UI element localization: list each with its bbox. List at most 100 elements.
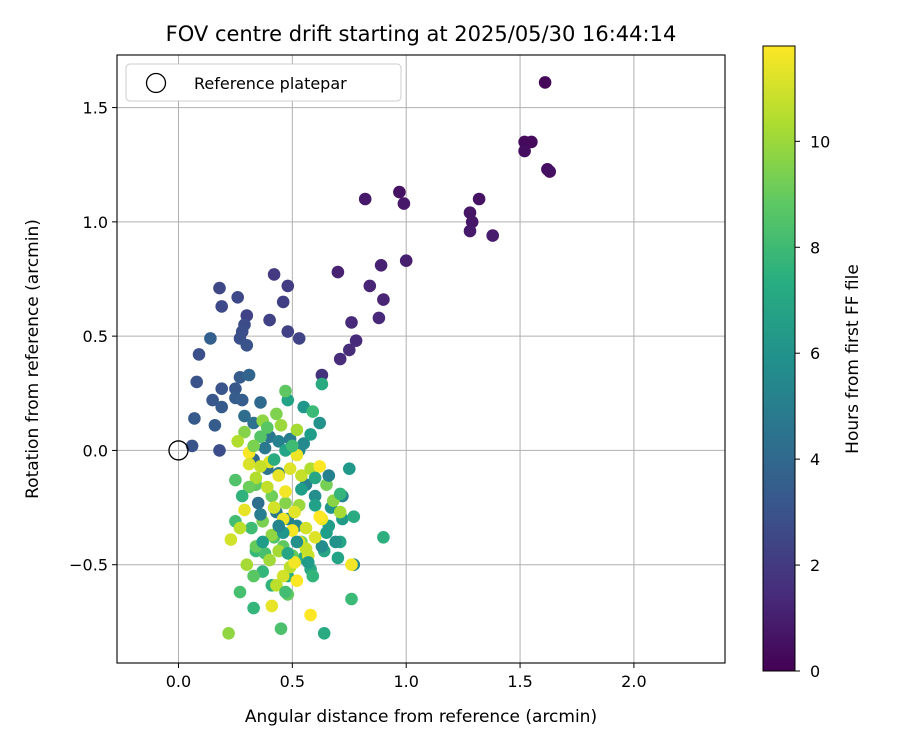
data-point: [272, 519, 286, 533]
data-point: [315, 368, 329, 382]
data-point: [242, 368, 256, 382]
data-point: [267, 501, 281, 514]
data-point: [290, 535, 304, 549]
data-point: [463, 224, 477, 238]
legend-label-reference: Reference platepar: [194, 74, 347, 93]
data-point: [279, 496, 292, 510]
data-point: [313, 416, 327, 430]
y-tick-label: 0.0: [83, 441, 108, 460]
data-point: [222, 627, 235, 640]
data-point: [261, 480, 274, 494]
data-point: [329, 535, 342, 549]
data-point: [235, 393, 249, 407]
data-point: [272, 469, 286, 482]
data-point: [270, 407, 283, 421]
data-point: [231, 435, 244, 448]
data-point: [333, 505, 347, 519]
y-axis-ticks: −0.5 0.0 0.5 1.0 1.5: [69, 99, 117, 575]
data-point: [322, 469, 336, 482]
data-point: [231, 291, 244, 304]
data-point: [288, 556, 301, 569]
y-tick-label: −0.5: [69, 556, 108, 575]
data-point: [345, 558, 358, 571]
colorbar: 0 2 4 6 8 10 Hours from first FF file: [762, 45, 863, 681]
data-point: [317, 627, 331, 640]
data-point: [290, 574, 304, 587]
data-point: [393, 185, 406, 199]
data-point: [349, 334, 363, 348]
data-point: [215, 400, 228, 414]
data-point: [229, 382, 242, 396]
colorbar-tick-label: 6: [810, 344, 820, 363]
data-point: [397, 197, 411, 210]
data-point: [242, 457, 256, 471]
data-point: [261, 421, 274, 434]
data-point: [304, 608, 317, 622]
data-point: [538, 76, 552, 89]
data-point: [358, 192, 372, 206]
colorbar-label: Hours from first FF file: [843, 264, 863, 454]
data-point: [238, 409, 251, 423]
y-tick-label: 1.0: [83, 213, 108, 232]
data-point: [208, 419, 222, 432]
data-point: [288, 505, 301, 519]
data-point: [333, 352, 347, 366]
reference-platepar-point: [168, 440, 189, 461]
data-point: [272, 435, 286, 448]
data-point: [304, 428, 317, 441]
legend-box: [125, 63, 402, 102]
data-point: [254, 508, 267, 521]
data-point: [254, 396, 267, 409]
reference-marker: [168, 440, 189, 461]
data-point: [343, 343, 356, 357]
data-point: [238, 503, 251, 517]
data-point: [345, 316, 358, 329]
data-point: [543, 165, 556, 178]
chart-title: FOV centre drift starting at 2025/05/30 …: [166, 22, 677, 46]
data-point: [331, 265, 345, 279]
data-point: [279, 585, 292, 599]
colorbar-tick-label: 4: [810, 450, 820, 469]
data-point: [279, 485, 292, 498]
data-point: [206, 393, 219, 407]
data-point: [308, 489, 322, 503]
data-point: [276, 295, 290, 309]
data-point: [347, 510, 361, 523]
data-point: [254, 430, 267, 444]
legend-marker-reference: [145, 72, 167, 94]
data-point: [238, 425, 251, 439]
data-point: [399, 254, 413, 267]
y-axis-label: Rotation from reference (arcmin): [23, 219, 43, 499]
x-axis-label: Angular distance from reference (arcmin): [245, 707, 597, 727]
data-point: [313, 460, 327, 473]
data-point: [343, 462, 356, 476]
y-tick-label: 1.5: [83, 99, 108, 118]
data-point: [377, 531, 390, 544]
data-point: [299, 542, 313, 555]
data-point: [247, 439, 260, 453]
data-point: [204, 332, 217, 345]
data-point: [302, 556, 315, 569]
x-tick-label: 0.0: [166, 672, 191, 691]
data-point: [265, 528, 279, 542]
data-point: [240, 339, 254, 352]
data-point: [254, 460, 267, 473]
data-point: [192, 348, 206, 361]
data-point: [270, 579, 283, 592]
colorbar-ticks: 0 2 4 6 8 10: [795, 132, 830, 681]
grid-lines: [117, 55, 725, 663]
data-point: [215, 300, 228, 313]
plot-frame: [116, 54, 726, 664]
data-point: [245, 521, 258, 535]
y-tick-label: 0.5: [83, 327, 108, 346]
data-point: [333, 487, 347, 501]
x-tick-label: 0.5: [280, 672, 305, 691]
data-point: [281, 547, 295, 560]
scatter-points: [185, 76, 556, 640]
data-point: [213, 444, 226, 457]
data-point: [251, 496, 265, 510]
data-point: [233, 521, 247, 535]
colorbar-gradient: [762, 45, 796, 672]
data-point: [240, 558, 254, 571]
